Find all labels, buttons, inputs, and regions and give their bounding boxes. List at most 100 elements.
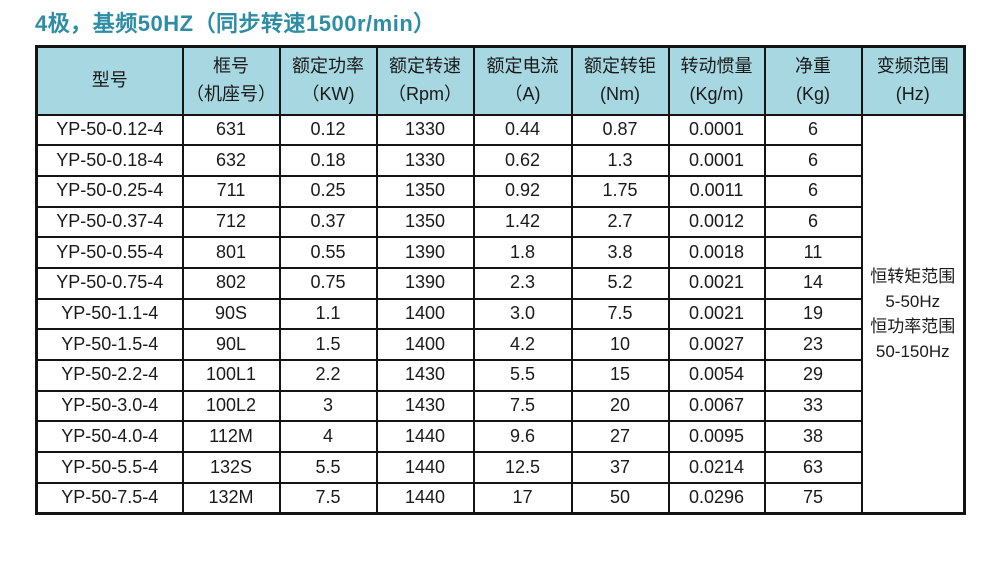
cell-torque: 0.87: [570, 113, 670, 147]
cell-frame: 132M: [181, 481, 281, 515]
cell-frame: 132S: [181, 451, 281, 484]
cell-inertia: 0.0021: [667, 266, 766, 300]
cell-power: 5.5: [278, 451, 378, 484]
cell-frame: 632: [181, 144, 281, 177]
cell-weight: 29: [763, 359, 863, 392]
cell-power: 0.37: [278, 205, 378, 239]
cell-speed: 1440: [375, 451, 475, 484]
cell-weight: 11: [763, 236, 863, 269]
cell-inertia: 0.0001: [667, 144, 766, 177]
cell-weight: 75: [763, 481, 863, 515]
cell-torque: 1.3: [570, 144, 670, 177]
cell-speed: 1430: [375, 359, 475, 392]
cell-inertia: 0.0021: [667, 297, 766, 331]
cell-model: YP-50-5.5-4: [35, 451, 184, 484]
column-header-torque: 额定转钜 (Nm): [570, 45, 670, 116]
table-row: YP-50-1.5-4 90L 1.5 1400 4.2 10 0.0027 23: [35, 328, 965, 361]
cell-frame: 712: [181, 205, 281, 239]
cell-speed: 1350: [375, 174, 475, 208]
cell-power: 0.12: [278, 113, 378, 147]
table-row: YP-50-3.0-4 100L2 3 1430 7.5 20 0.0067 33: [35, 389, 965, 423]
cell-speed: 1350: [375, 205, 475, 239]
cell-current: 7.5: [472, 389, 573, 423]
cell-power: 1.5: [278, 328, 378, 361]
table-row: YP-50-0.55-4 801 0.55 1390 1.8 3.8 0.0018 11: [35, 236, 965, 269]
column-header-speed: 额定转速 （Rpm）: [375, 45, 475, 116]
cell-speed: 1430: [375, 389, 475, 423]
cell-weight: 6: [763, 205, 863, 239]
cell-model: YP-50-2.2-4: [35, 359, 184, 392]
cell-model: YP-50-0.37-4: [35, 205, 184, 239]
cell-model: YP-50-7.5-4: [35, 481, 184, 515]
cell-speed: 1330: [375, 144, 475, 177]
cell-model: YP-50-0.12-4: [35, 113, 184, 147]
cell-weight: 23: [763, 328, 863, 361]
cell-inertia: 0.0095: [667, 420, 766, 454]
column-header-current: 额定电流 （A): [472, 45, 573, 116]
cell-model: YP-50-4.0-4: [35, 420, 184, 454]
cell-weight: 33: [763, 389, 863, 423]
cell-power: 7.5: [278, 481, 378, 515]
table-row: YP-50-0.37-4 712 0.37 1350 1.42 2.7 0.0012 6: [35, 205, 965, 239]
cell-torque: 20: [570, 389, 670, 423]
cell-inertia: 0.0067: [667, 389, 766, 423]
cell-weight: 6: [763, 174, 863, 208]
cell-torque: 5.2: [570, 266, 670, 300]
cell-torque: 3.8: [570, 236, 670, 269]
cell-frame: 802: [181, 266, 281, 300]
cell-frame: 631: [181, 113, 281, 147]
cell-model: YP-50-0.75-4: [35, 266, 184, 300]
cell-current: 3.0: [472, 297, 573, 331]
cell-inertia: 0.0027: [667, 328, 766, 361]
cell-model: YP-50-0.55-4: [35, 236, 184, 269]
cell-frame: 100L1: [181, 359, 281, 392]
cell-torque: 27: [570, 420, 670, 454]
cell-torque: 50: [570, 481, 670, 515]
column-header-freq: 变频范围 (Hz): [860, 45, 966, 116]
cell-current: 1.42: [472, 205, 573, 239]
cell-current: 9.6: [472, 420, 573, 454]
cell-frame: 112M: [181, 420, 281, 454]
cell-inertia: 0.0011: [667, 174, 766, 208]
cell-frame: 711: [181, 174, 281, 208]
cell-power: 0.25: [278, 174, 378, 208]
table-body: YP-50-0.12-4 631 0.12 1330 0.44 0.87 0.0001 6 恒转…: [35, 113, 966, 515]
cell-weight: 6: [763, 113, 863, 147]
cell-weight: 6: [763, 144, 863, 177]
cell-inertia: 0.0296: [667, 481, 766, 515]
table-row: YP-50-2.2-4 100L1 2.2 1430 5.5 15 0.0054 29: [35, 359, 965, 392]
cell-inertia: 0.0054: [667, 359, 766, 392]
cell-frame: 801: [181, 236, 281, 269]
cell-inertia: 0.0012: [667, 205, 766, 239]
cell-power: 0.18: [278, 144, 378, 177]
cell-current: 12.5: [472, 451, 573, 484]
frequency-range-cell: 恒转矩范围 5-50Hz 恒功率范围 50-150Hz: [860, 113, 966, 515]
cell-current: 5.5: [472, 359, 573, 392]
motor-spec-table: 型号 框号 （机座号） 额定功率 （KW) 额定转速 （Rpm） 额定电流 （A) 额定转钜 (Nm…: [35, 45, 966, 515]
cell-weight: 38: [763, 420, 863, 454]
cell-torque: 1.75: [570, 174, 670, 208]
cell-inertia: 0.0214: [667, 451, 766, 484]
cell-frame: 90S: [181, 297, 281, 331]
cell-torque: 2.7: [570, 205, 670, 239]
cell-weight: 14: [763, 266, 863, 300]
column-header-model: 型号: [35, 45, 184, 116]
cell-current: 1.8: [472, 236, 573, 269]
cell-speed: 1390: [375, 266, 475, 300]
cell-frame: 90L: [181, 328, 281, 361]
cell-model: YP-50-0.25-4: [35, 174, 184, 208]
cell-power: 0.55: [278, 236, 378, 269]
cell-speed: 1390: [375, 236, 475, 269]
header-row: 型号 框号 （机座号） 额定功率 （KW) 额定转速 （Rpm） 额定电流 （A) 额定转钜 (Nm…: [35, 45, 966, 116]
cell-current: 0.44: [472, 113, 573, 147]
cell-model: YP-50-1.1-4: [35, 297, 184, 331]
table-row: YP-50-7.5-4 132M 7.5 1440 17 50 0.0296 75: [35, 481, 965, 515]
column-header-weight: 净重 (Kg): [763, 45, 863, 116]
cell-model: YP-50-1.5-4: [35, 328, 184, 361]
column-header-inertia: 转动惯量 (Kg/m): [667, 45, 766, 116]
cell-current: 17: [472, 481, 573, 515]
table-row: YP-50-1.1-4 90S 1.1 1400 3.0 7.5 0.0021 19: [35, 297, 965, 331]
cell-speed: 1400: [375, 297, 475, 331]
cell-current: 4.2: [472, 328, 573, 361]
table-header: 型号 框号 （机座号） 额定功率 （KW) 额定转速 （Rpm） 额定电流 （A) 额定转钜 (Nm…: [35, 45, 966, 116]
